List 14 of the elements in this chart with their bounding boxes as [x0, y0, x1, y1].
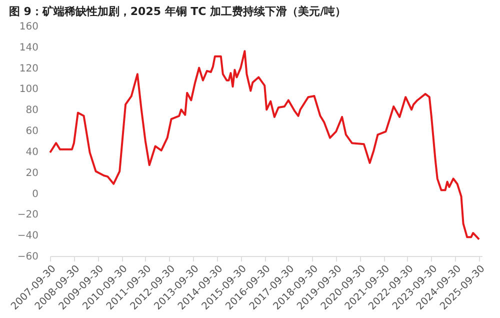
chart-title: 图 9：矿端稀缺性加剧，2025 年铜 TC 加工费持续下滑（美元/吨） — [8, 5, 346, 18]
y-tick-label: 160 — [19, 22, 38, 32]
y-tick-label: 40 — [26, 146, 38, 158]
y-tick-label: 20 — [26, 168, 38, 179]
y-tick-label: 80 — [26, 105, 38, 116]
line-series — [49, 50, 480, 240]
y-tick-label: −60 — [17, 252, 38, 262]
y-tick-label: −20 — [17, 210, 38, 221]
y-tick-label: 100 — [19, 84, 38, 96]
y-tick-label: 60 — [26, 126, 38, 138]
y-tick-label: 120 — [19, 63, 38, 74]
y-tick-label: 0 — [32, 188, 38, 200]
y-tick-label: −40 — [17, 230, 38, 242]
y-tick-label: 140 — [19, 42, 38, 54]
